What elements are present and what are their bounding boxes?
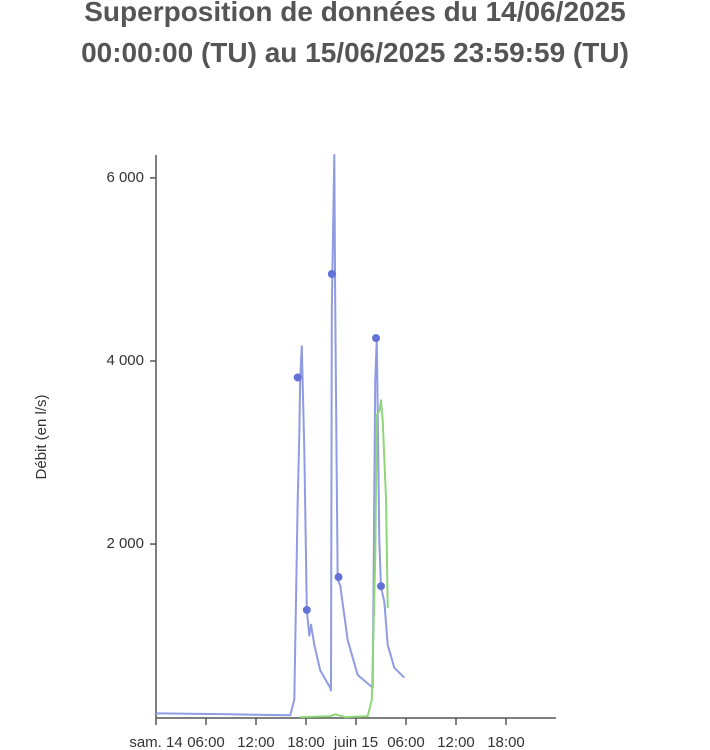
x-tick-label: 12:00: [237, 734, 275, 750]
x-tick-label: 12:00: [437, 734, 475, 750]
x-tick-label: 18:00: [287, 734, 325, 750]
data-point: [293, 373, 302, 382]
series-line: [300, 399, 389, 719]
x-tick-label: 18:00: [487, 734, 525, 750]
y-tick-label: 6 000: [106, 169, 144, 186]
y-axis-title: Débit (en l/s): [33, 394, 50, 479]
data-point: [372, 334, 380, 343]
x-tick-label: 06:00: [387, 734, 425, 750]
x-tick-label: juin 15: [333, 734, 378, 750]
data-point: [327, 270, 336, 279]
x-tick-label: sam. 14: [129, 734, 182, 750]
chart-title: Superposition de données du 14/06/2025 0…: [81, 0, 629, 68]
data-point: [377, 582, 385, 591]
data-point: [334, 573, 343, 582]
y-tick-label: 4 000: [106, 352, 144, 369]
data-point: [302, 605, 311, 614]
x-tick-label: 06:00: [187, 734, 225, 750]
series-line: [156, 154, 406, 717]
y-tick-label: 2 000: [106, 535, 144, 552]
